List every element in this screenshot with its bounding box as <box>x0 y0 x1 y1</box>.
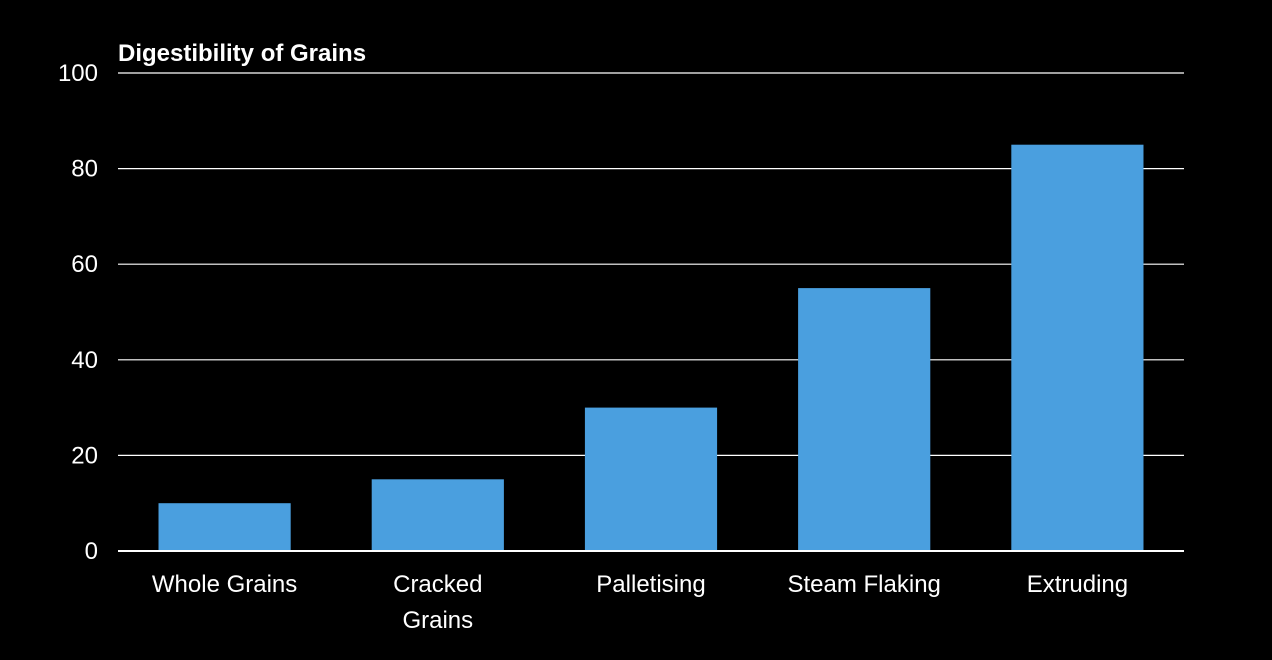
bars <box>158 144 1144 551</box>
y-tick-label-80: 80 <box>71 156 98 183</box>
y-tick-label-100: 100 <box>58 60 98 87</box>
x-axis-category-labels: Whole Grains Cracked Grains Palletising Stea… <box>152 571 1128 634</box>
bar-4 <box>1011 144 1144 551</box>
x-category-label-0: Whole Grains <box>152 571 297 598</box>
x-category-label-1: Cracked Grains <box>393 571 482 634</box>
y-tick-label-20: 20 <box>71 442 98 469</box>
bar-3 <box>798 288 931 551</box>
y-tick-label-60: 60 <box>71 251 98 278</box>
y-tick-label-0: 0 <box>85 538 98 565</box>
x-category-label-2: Palletising <box>596 571 705 598</box>
bar-0 <box>158 503 291 551</box>
y-axis-tick-labels: 0 20 40 60 80 100 <box>58 60 98 565</box>
chart-title: Digestibility of Grains <box>118 40 366 67</box>
x-category-label-3: Steam Flaking <box>787 571 940 598</box>
x-category-label-4: Extruding <box>1027 571 1128 598</box>
y-tick-label-40: 40 <box>71 347 98 374</box>
gridlines <box>118 72 1184 456</box>
bar-1 <box>371 479 504 551</box>
bar-2 <box>584 407 718 551</box>
